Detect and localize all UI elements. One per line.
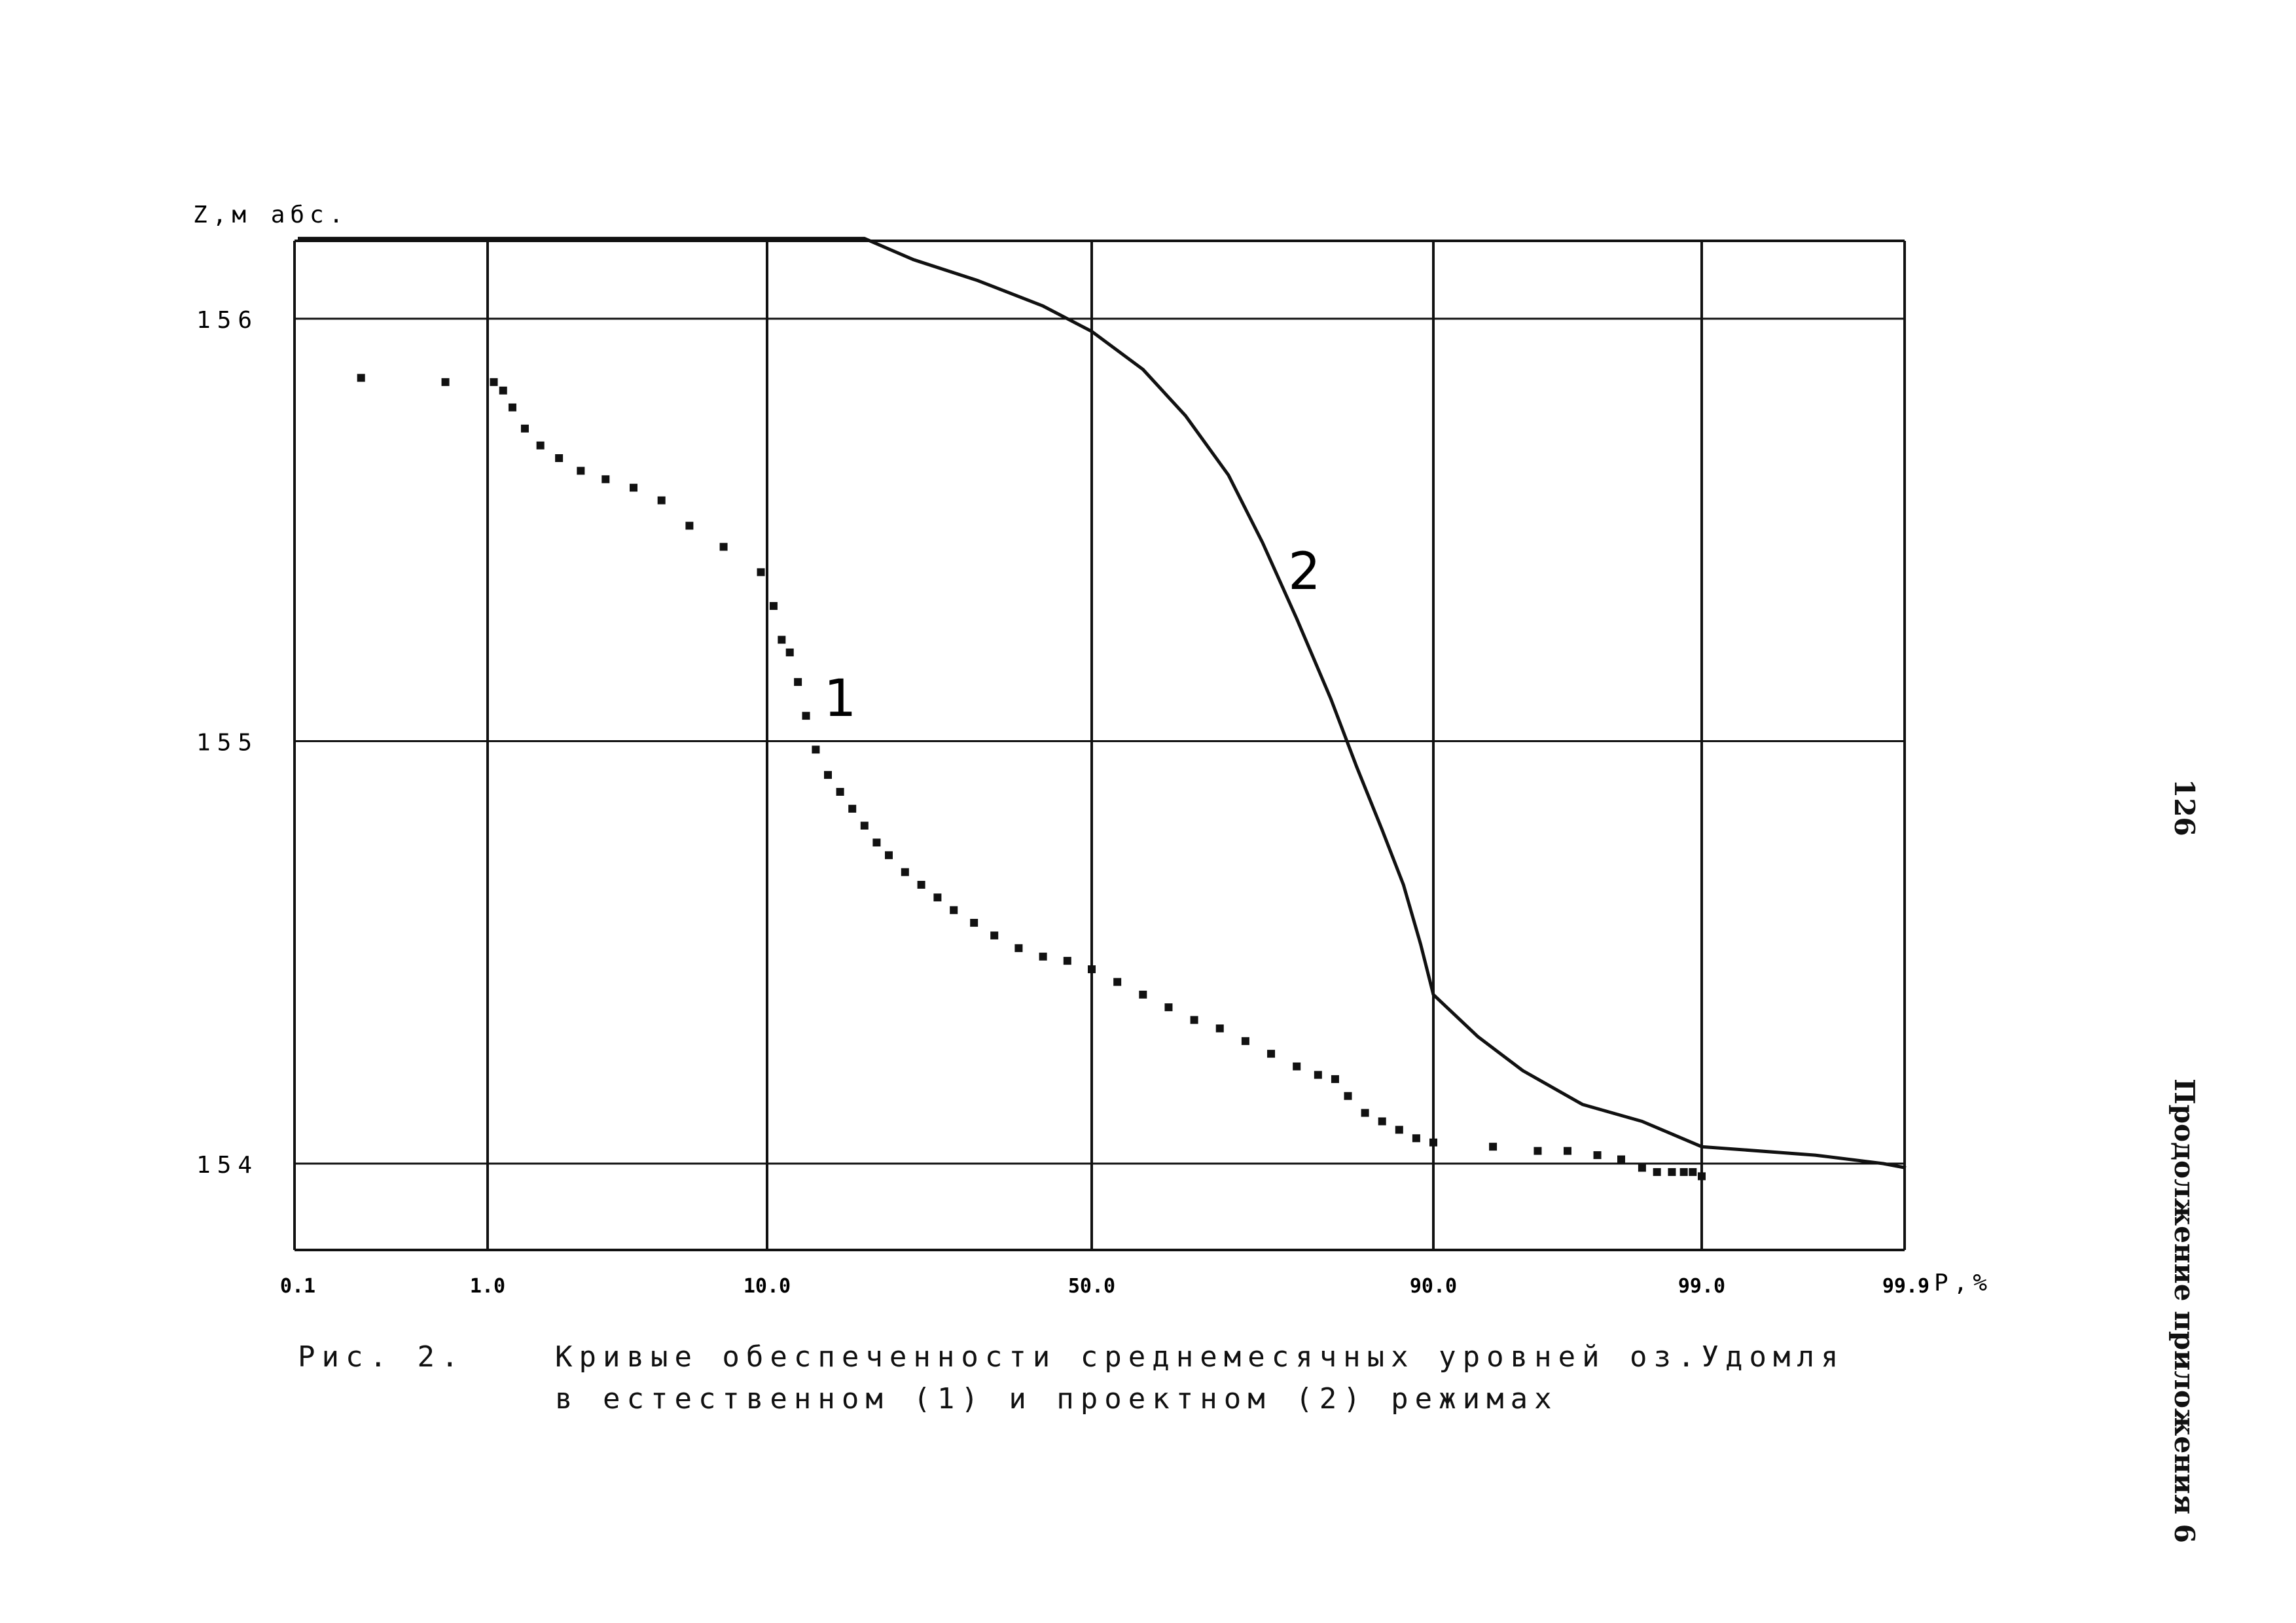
series-1-point <box>508 403 516 412</box>
series-1-point <box>1241 1037 1249 1045</box>
page-number: 126 <box>2168 779 2200 836</box>
series-1-point <box>824 771 832 779</box>
x-tick-label: 50.0 <box>1068 1275 1115 1298</box>
series-1-point <box>885 851 893 859</box>
x-tick-label: 0.1 <box>280 1275 315 1298</box>
series-1-point <box>490 378 498 386</box>
series-1-point <box>950 906 958 914</box>
series-1-point <box>1429 1138 1437 1147</box>
series-1-point <box>685 522 694 530</box>
series-1-point <box>860 821 869 830</box>
series-1-point <box>1698 1172 1706 1181</box>
series-1-point <box>1139 990 1147 999</box>
series-1-point <box>577 467 585 475</box>
series-1-point <box>1063 957 1071 965</box>
y-tick-label: 154 <box>196 1152 259 1179</box>
series-1-point <box>933 893 942 902</box>
series-1-point <box>1215 1024 1224 1033</box>
x-tick-label: 90.0 <box>1410 1275 1457 1298</box>
series-1-point <box>1617 1155 1625 1164</box>
series-1-point <box>601 475 610 484</box>
x-tick-label: 1.0 <box>470 1275 505 1298</box>
series-1-point <box>872 838 881 847</box>
series-1-point <box>441 378 450 386</box>
series-1-point <box>1314 1071 1322 1079</box>
series-1-point <box>629 484 637 492</box>
series-1-point <box>970 919 978 927</box>
series-1-point <box>1653 1168 1661 1176</box>
y-tick-label: 155 <box>196 730 259 757</box>
y-tick-label: 156 <box>196 307 259 334</box>
tick-labels: 0.1 1.0 10.0 50.0 90.0 99.0 99.9 154 155 156 <box>196 307 1929 1298</box>
series-1-point <box>901 868 909 876</box>
series-1-point <box>778 635 786 644</box>
x-tick-label: 99.9 <box>1882 1275 1929 1298</box>
series-1-point <box>1689 1168 1697 1176</box>
chart-grid <box>295 241 1905 1250</box>
series-1-point <box>1638 1164 1646 1172</box>
series-1-point <box>1489 1143 1498 1151</box>
series-1-point <box>802 711 810 720</box>
figure-caption-line1: Кривые обеспеченности среднемесячных уро… <box>555 1340 1845 1374</box>
appendix-continuation-note: Продолжение приложения 6 <box>2168 1079 2200 1543</box>
series-1-point <box>1014 944 1023 952</box>
x-axis-label: P,% <box>1934 1270 1992 1296</box>
figure-caption-label: Рис. 2. <box>298 1340 465 1374</box>
series-1-point <box>812 745 820 754</box>
series-1-point <box>1190 1016 1198 1024</box>
series-1-point <box>1668 1168 1676 1176</box>
series-1-point <box>536 441 545 450</box>
series-1-point <box>1039 952 1047 961</box>
figure-caption-line2: в естественном (1) и проектном (2) режим… <box>555 1382 1558 1416</box>
series-1-point <box>990 931 999 940</box>
series-1-point <box>520 424 529 433</box>
series-2-line <box>298 236 1907 1169</box>
series-layer <box>298 236 1907 1181</box>
series-1-point <box>719 543 728 551</box>
series-1-point <box>1113 978 1122 986</box>
series-1-point <box>794 678 802 687</box>
series-1-point <box>1679 1168 1688 1176</box>
curve-labels: 12 <box>824 543 1321 728</box>
curve-label-1: 1 <box>824 669 857 728</box>
series-1-point <box>555 454 564 463</box>
series-1-point <box>1164 1003 1173 1012</box>
series-1-point <box>1361 1109 1369 1117</box>
series-1-point <box>848 804 857 813</box>
series-1-point <box>1331 1075 1339 1083</box>
series-1-point <box>1088 965 1096 974</box>
curve-label-2: 2 <box>1288 543 1321 601</box>
series-1-point <box>1395 1126 1403 1134</box>
series-1-point <box>1412 1134 1420 1143</box>
series-1-point <box>657 496 666 505</box>
series-1-point <box>757 568 765 577</box>
series-1-point <box>1344 1092 1352 1100</box>
series-1-point <box>1564 1147 1571 1155</box>
series-1-point <box>836 787 844 796</box>
x-tick-label: 10.0 <box>744 1275 791 1298</box>
chart-frame <box>293 240 1906 1251</box>
series-1-point <box>1534 1147 1542 1155</box>
series-1-point <box>1267 1050 1276 1058</box>
series-1-point <box>1593 1151 1602 1160</box>
series-1-point <box>769 601 778 610</box>
series-1-point <box>499 386 507 395</box>
series-1-point <box>357 374 365 382</box>
x-tick-label: 99.0 <box>1678 1275 1725 1298</box>
y-axis-label: Z,м абс. <box>193 202 348 228</box>
series-1-point <box>917 880 925 889</box>
series-1-point <box>1293 1062 1301 1071</box>
series-1-point <box>1378 1117 1386 1126</box>
series-1-point <box>785 648 794 656</box>
